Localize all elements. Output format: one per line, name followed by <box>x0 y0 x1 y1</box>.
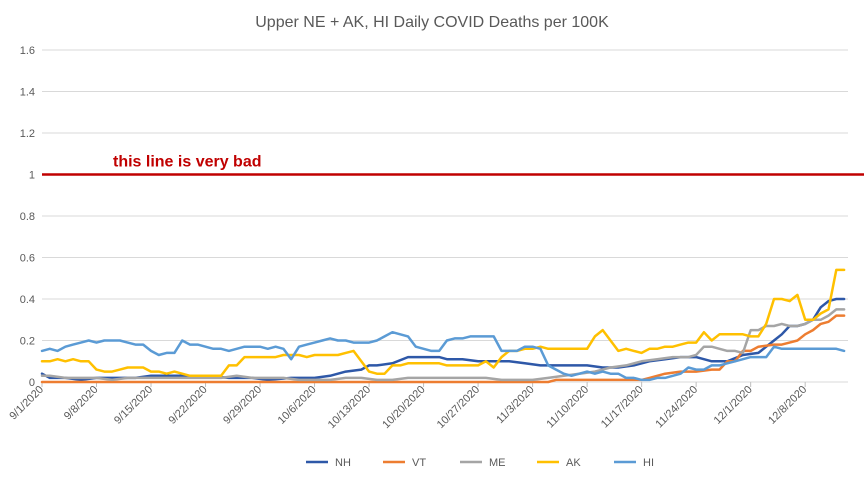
y-tick-label: 0 <box>29 377 35 389</box>
y-tick-label: 0.2 <box>20 336 35 348</box>
legend-label-vt: VT <box>412 457 426 469</box>
legend-label-ak: AK <box>566 457 581 469</box>
series-line-hi <box>40 330 846 382</box>
series-line-vt <box>40 314 846 384</box>
threshold-annotation: this line is very bad <box>113 154 262 171</box>
y-tick-label: 1.6 <box>20 45 35 57</box>
legend-label-me: ME <box>489 457 506 469</box>
legend-label-hi: HI <box>643 457 654 469</box>
y-tick-label: 0.4 <box>20 294 35 306</box>
y-tick-label: 1.4 <box>20 87 35 99</box>
y-tick-label: 1 <box>29 170 35 182</box>
legend-label-nh: NH <box>335 457 351 469</box>
y-tick-label: 1.2 <box>20 128 35 140</box>
legend: NH VT ME AK HI <box>306 457 654 469</box>
chart-title: Upper NE + AK, HI Daily COVID Deaths per… <box>255 14 609 31</box>
y-tick-label: 0.8 <box>20 211 35 223</box>
series-lines <box>40 268 846 384</box>
y-axis-ticks: 0 0.2 0.4 0.6 0.8 1 1.2 1.4 1.6 <box>20 45 35 389</box>
series-line-ak <box>40 268 846 378</box>
y-tick-label: 0.6 <box>20 253 35 265</box>
